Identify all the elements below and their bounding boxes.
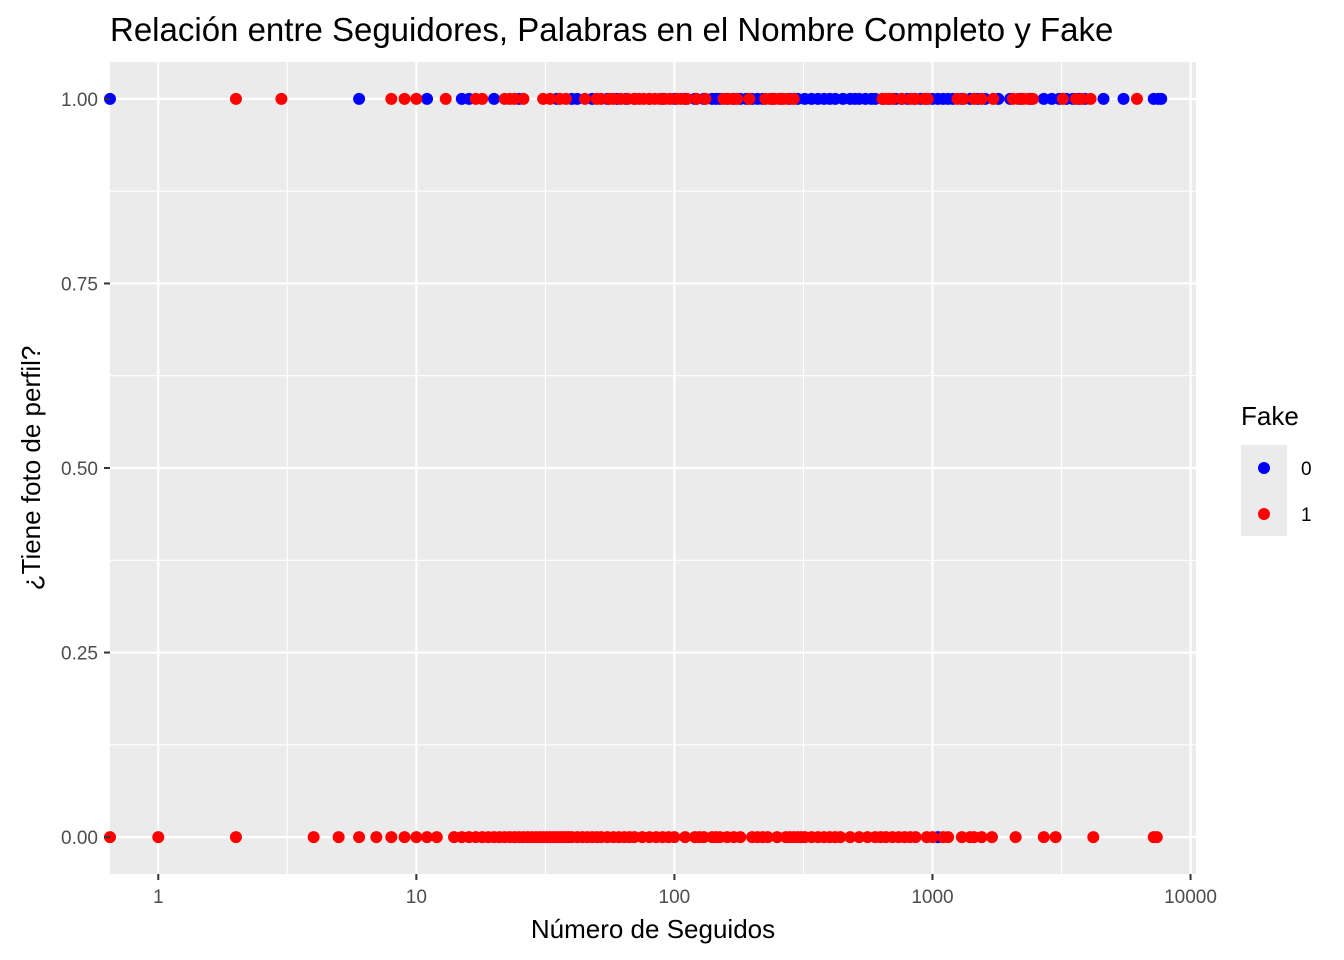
data-point-fake-0 [421,92,434,105]
data-point-fake-1 [681,92,694,105]
data-point-fake-1 [385,92,398,105]
data-point-fake-1 [844,831,857,844]
data-point-fake-1 [229,92,242,105]
data-point-fake-1 [743,92,756,105]
data-point-fake-1 [731,92,744,105]
data-point-fake-1 [942,831,955,844]
data-point-fake-1 [229,831,242,844]
data-point-fake-1 [734,831,747,844]
data-point-fake-1 [275,92,288,105]
data-point-fake-0 [1117,92,1130,105]
x-axis: 1 10 100 1000 10000 [153,874,1217,908]
data-point-fake-0 [353,92,366,105]
data-point-fake-1 [439,92,452,105]
chart-title: Relación entre Seguidores, Palabras en e… [110,11,1113,48]
data-point-fake-1 [985,831,998,844]
data-point-fake-1 [476,92,489,105]
x-tick-label: 1000 [911,887,953,908]
data-point-fake-1 [508,92,521,105]
data-point-fake-1 [398,831,411,844]
data-point-fake-1 [410,92,423,105]
data-point-fake-1 [761,831,774,844]
data-point-fake-1 [895,92,908,105]
data-point-fake-1 [834,831,847,844]
data-point-fake-1 [430,831,443,844]
data-point-fake-0 [488,92,501,105]
y-tick-label: 1.00 [61,90,98,111]
data-point-fake-0 [1155,92,1168,105]
legend-key-background [1241,445,1287,536]
data-point-fake-1 [1037,831,1050,844]
x-axis-title: Número de Seguidos [531,914,775,944]
data-point-fake-1 [1056,92,1069,105]
legend-title: Fake [1241,401,1299,431]
data-point-fake-1 [957,92,970,105]
data-points [104,92,1168,844]
legend-label-1: 1 [1301,505,1312,526]
legend-key-0 [1258,462,1270,474]
data-point-fake-1 [1087,831,1100,844]
data-point-fake-1 [975,831,988,844]
data-point-fake-1 [152,831,165,844]
data-point-fake-1 [690,92,703,105]
data-point-fake-1 [421,831,434,844]
data-point-fake-1 [1150,831,1163,844]
data-point-fake-1 [679,831,692,844]
y-tick-label: 0.50 [61,459,98,480]
data-point-fake-1 [370,831,383,844]
y-axis-title: ¿Tiene foto de perfil? [16,346,46,591]
y-tick-label: 0.00 [61,828,98,849]
data-point-fake-1 [921,92,934,105]
x-tick-label: 10 [406,887,427,908]
data-point-fake-1 [1084,92,1097,105]
data-point-fake-1 [517,92,530,105]
y-tick-label: 0.75 [61,274,98,295]
legend: Fake 0 1 [1241,401,1312,536]
data-point-fake-1 [1009,831,1022,844]
x-tick-label: 10000 [1164,887,1217,908]
data-point-fake-1 [385,831,398,844]
data-point-fake-1 [410,831,423,844]
data-point-fake-1 [1130,92,1143,105]
data-point-fake-1 [853,831,866,844]
x-tick-label: 100 [659,887,691,908]
data-point-fake-1 [668,831,681,844]
data-point-fake-1 [544,92,557,105]
data-point-fake-1 [909,831,922,844]
legend-label-0: 0 [1301,459,1312,480]
data-point-fake-1 [332,831,345,844]
data-point-fake-1 [697,831,710,844]
data-point-fake-1 [955,831,968,844]
data-point-fake-1 [926,831,939,844]
data-point-fake-1 [398,92,411,105]
data-point-fake-1 [699,92,712,105]
data-point-fake-1 [1076,92,1089,105]
legend-key-1 [1258,508,1270,520]
x-tick-label: 1 [153,887,164,908]
y-axis: 0.00 0.25 0.50 0.75 1.00 [61,90,110,849]
data-point-fake-1 [886,92,899,105]
data-point-fake-0 [1097,92,1110,105]
data-point-fake-1 [909,92,922,105]
data-point-fake-1 [307,831,320,844]
data-point-fake-1 [353,831,366,844]
data-point-fake-1 [787,92,800,105]
y-tick-label: 0.25 [61,644,98,665]
data-point-fake-1 [771,831,784,844]
data-point-fake-1 [975,92,988,105]
data-point-fake-1 [559,92,572,105]
data-point-fake-1 [1026,92,1039,105]
data-point-fake-1 [987,92,1000,105]
data-point-fake-1 [595,92,608,105]
data-point-fake-1 [1049,831,1062,844]
data-point-fake-1 [578,92,591,105]
